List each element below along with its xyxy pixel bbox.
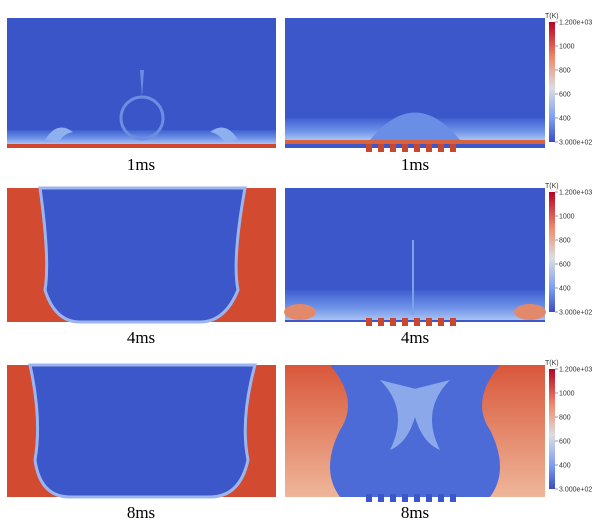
colorbar-label: 600 — [559, 92, 571, 99]
caption: 8ms — [401, 503, 429, 522]
colorbar-label: 400 — [559, 463, 571, 470]
figure: 1ms 1ms 4ms 4ms 8ms 8ms T(K)1.200e+03100… — [0, 0, 602, 524]
panel — [285, 365, 545, 502]
colorbar — [549, 192, 555, 312]
colorbar-label: 3.000e+02 — [559, 310, 592, 317]
colorbar-label: 800 — [559, 415, 571, 422]
caption: 1ms — [401, 155, 429, 174]
caption: 4ms — [401, 328, 429, 347]
panel — [7, 188, 276, 322]
colorbar-label: 600 — [559, 262, 571, 269]
panel — [7, 18, 276, 148]
colorbar-title: T(K) — [545, 13, 559, 20]
colorbar-label: 1.200e+03 — [559, 367, 592, 374]
caption: 1ms — [127, 155, 155, 174]
colorbar-label: 1000 — [559, 214, 575, 221]
colorbar-label: 800 — [559, 68, 571, 75]
colorbar-title: T(K) — [545, 183, 559, 190]
colorbar-label: 3.000e+02 — [559, 487, 592, 494]
colorbar-label: 1.200e+03 — [559, 20, 592, 27]
colorbar-label: 1000 — [559, 391, 575, 398]
colorbar-label: 800 — [559, 238, 571, 245]
colorbar — [549, 369, 555, 489]
caption: 8ms — [127, 503, 155, 522]
caption: 4ms — [127, 328, 155, 347]
colorbar — [549, 22, 555, 142]
colorbar-label: 1.200e+03 — [559, 190, 592, 197]
colorbar-label: 1000 — [559, 44, 575, 51]
panel — [7, 365, 276, 497]
panel — [285, 18, 545, 152]
colorbar-title: T(K) — [545, 360, 559, 367]
colorbar-label: 600 — [559, 439, 571, 446]
colorbar-label: 3.000e+02 — [559, 140, 592, 147]
panel — [284, 188, 546, 326]
colorbar-label: 400 — [559, 116, 571, 123]
colorbar-label: 400 — [559, 286, 571, 293]
